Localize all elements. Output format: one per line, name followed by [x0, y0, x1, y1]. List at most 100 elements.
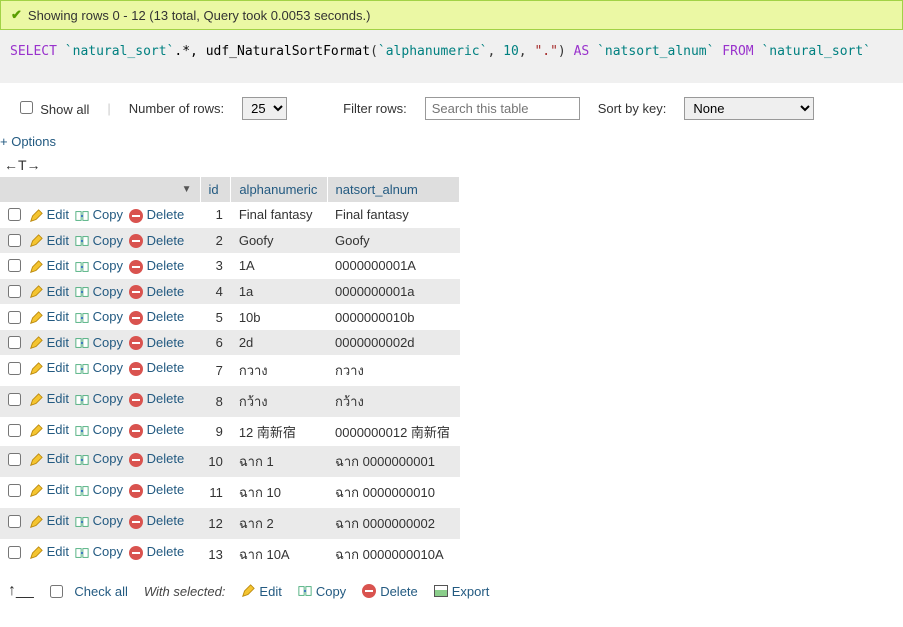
copy-link[interactable]: Copy — [75, 451, 123, 467]
table-row: Edit Copy Delete510b0000000010b — [0, 304, 460, 330]
delete-link[interactable]: Delete — [129, 360, 184, 376]
table-row: Edit Copy Delete8กว้างกว้าง — [0, 386, 460, 417]
sql-alias: `natsort_alnum` — [597, 44, 714, 59]
sort-select[interactable]: None — [684, 97, 814, 120]
delete-link[interactable]: Delete — [129, 233, 184, 249]
table-row: Edit Copy Delete31A0000000001A — [0, 253, 460, 279]
cell-natsort: 0000000002d — [327, 330, 460, 356]
edit-link[interactable]: Edit — [29, 335, 69, 351]
edit-link[interactable]: Edit — [29, 284, 69, 300]
row-actions: Edit Copy Delete — [0, 202, 200, 228]
sql-c1: , — [487, 44, 495, 59]
delete-link[interactable]: Delete — [129, 422, 184, 438]
minus-circle-icon — [129, 285, 143, 299]
cell-alphanumeric: 12 南新宿 — [231, 417, 327, 446]
row-checkbox[interactable] — [8, 393, 21, 406]
row-checkbox[interactable] — [8, 311, 21, 324]
footer-delete[interactable]: Delete — [362, 584, 418, 599]
filter-input[interactable] — [425, 97, 580, 120]
edit-link[interactable]: Edit — [29, 207, 69, 223]
edit-link[interactable]: Edit — [29, 391, 69, 407]
minus-circle-icon — [129, 424, 143, 438]
footer-export[interactable]: Export — [434, 584, 490, 599]
check-all-checkbox[interactable] — [50, 585, 63, 598]
delete-link[interactable]: Delete — [129, 284, 184, 300]
delete-link[interactable]: Delete — [129, 451, 184, 467]
row-checkbox[interactable] — [8, 453, 21, 466]
copy-link[interactable]: Copy — [75, 258, 123, 274]
col-dropdown-icon[interactable]: ▼ — [182, 184, 192, 195]
sql-tbl: `natural_sort` — [761, 44, 871, 59]
edit-link[interactable]: Edit — [29, 258, 69, 274]
cell-alphanumeric: กว้าง — [231, 386, 327, 417]
copy-link[interactable]: Copy — [75, 513, 123, 529]
footer-copy[interactable]: Copy — [298, 584, 346, 599]
show-all-text: Show all — [40, 102, 89, 117]
cell-id: 9 — [200, 417, 231, 446]
col-natsort[interactable]: natsort_alnum — [327, 177, 460, 202]
edit-link[interactable]: Edit — [29, 233, 69, 249]
sql-as: AS — [574, 44, 590, 59]
copy-link[interactable]: Copy — [75, 391, 123, 407]
copy-link[interactable]: Copy — [75, 335, 123, 351]
copy-link[interactable]: Copy — [75, 544, 123, 560]
options-toggle[interactable]: + Options — [0, 128, 903, 155]
check-all-label[interactable]: Check all — [50, 584, 128, 599]
row-checkbox[interactable] — [8, 234, 21, 247]
edit-link[interactable]: Edit — [29, 360, 69, 376]
table-row: Edit Copy Delete12ฉาก 2ฉาก 0000000002 — [0, 508, 460, 539]
copy-link[interactable]: Copy — [75, 422, 123, 438]
row-checkbox[interactable] — [8, 336, 21, 349]
delete-link[interactable]: Delete — [129, 544, 184, 560]
sort-label: Sort by key: — [598, 101, 667, 116]
show-all-checkbox[interactable] — [20, 101, 33, 114]
minus-circle-icon — [362, 584, 376, 598]
check-all-text: Check all — [74, 584, 127, 599]
delete-link[interactable]: Delete — [129, 513, 184, 529]
copy-link[interactable]: Copy — [75, 482, 123, 498]
cell-id: 11 — [200, 477, 231, 508]
row-checkbox[interactable] — [8, 484, 21, 497]
edit-link[interactable]: Edit — [29, 422, 69, 438]
copy-link[interactable]: Copy — [75, 284, 123, 300]
num-rows-select[interactable]: 25 — [242, 97, 287, 120]
cell-alphanumeric: 1a — [231, 279, 327, 305]
delete-link[interactable]: Delete — [129, 309, 184, 325]
copy-link[interactable]: Copy — [75, 360, 123, 376]
copy-link[interactable]: Copy — [75, 207, 123, 223]
cell-id: 1 — [200, 202, 231, 228]
cell-id: 6 — [200, 330, 231, 356]
copy-link[interactable]: Copy — [75, 309, 123, 325]
row-checkbox[interactable] — [8, 259, 21, 272]
row-checkbox[interactable] — [8, 285, 21, 298]
row-checkbox[interactable] — [8, 515, 21, 528]
col-id[interactable]: id — [200, 177, 231, 202]
row-checkbox[interactable] — [8, 362, 21, 375]
edit-link[interactable]: Edit — [29, 309, 69, 325]
row-checkbox[interactable] — [8, 546, 21, 559]
edit-link[interactable]: Edit — [29, 451, 69, 467]
cell-id: 8 — [200, 386, 231, 417]
copy-link[interactable]: Copy — [75, 233, 123, 249]
edit-link[interactable]: Edit — [29, 544, 69, 560]
delete-link[interactable]: Delete — [129, 335, 184, 351]
sort-arrows[interactable]: ←T→ — [4, 157, 41, 173]
show-all-label[interactable]: Show all — [20, 101, 89, 117]
delete-link[interactable]: Delete — [129, 207, 184, 223]
cell-natsort: 0000000010b — [327, 304, 460, 330]
footer-edit[interactable]: Edit — [241, 584, 281, 599]
col-alphanumeric[interactable]: alphanumeric — [231, 177, 327, 202]
minus-circle-icon — [129, 234, 143, 248]
row-checkbox[interactable] — [8, 424, 21, 437]
edit-link[interactable]: Edit — [29, 513, 69, 529]
cell-alphanumeric: 1A — [231, 253, 327, 279]
delete-link[interactable]: Delete — [129, 391, 184, 407]
delete-link[interactable]: Delete — [129, 258, 184, 274]
row-checkbox[interactable] — [8, 208, 21, 221]
row-actions: Edit Copy Delete — [0, 417, 200, 443]
cell-alphanumeric: 10b — [231, 304, 327, 330]
row-actions: Edit Copy Delete — [0, 539, 200, 565]
edit-link[interactable]: Edit — [29, 482, 69, 498]
arrow-up-icon[interactable]: ↑__ — [8, 582, 34, 600]
delete-link[interactable]: Delete — [129, 482, 184, 498]
